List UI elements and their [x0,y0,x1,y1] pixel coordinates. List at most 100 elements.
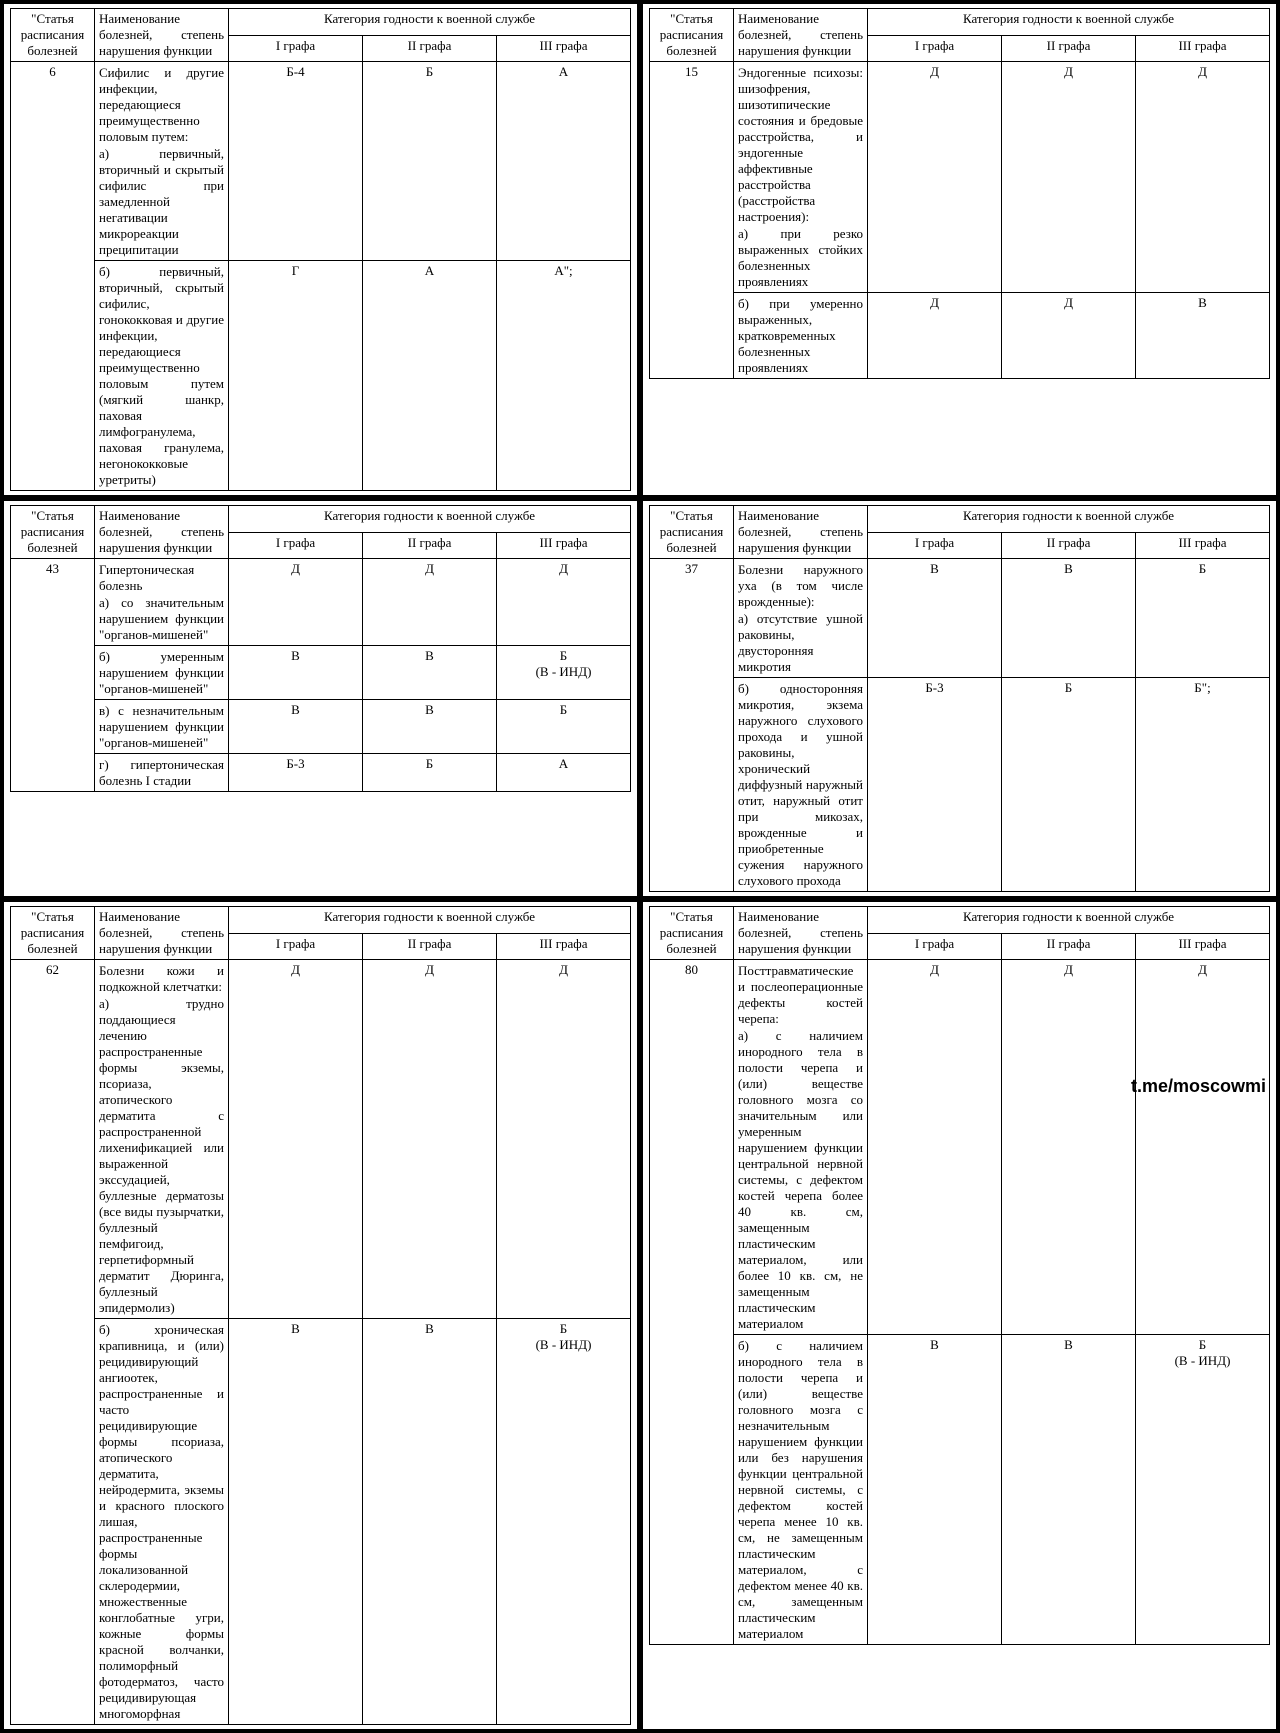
header-category: Категория годности к военной службе [868,506,1270,533]
subitem-text: б) хроническая крапивница, и (или) рецид… [99,1322,224,1722]
disease-description: б) умеренным нарушением функции "органов… [95,646,229,700]
disease-description: Гипертоническая болезньа) со значительны… [95,559,229,646]
subitem-text: а) отсутствие ушной раковины, двусторонн… [738,611,863,675]
table-row: б) хроническая крапивница, и (или) рецид… [11,1319,631,1725]
disease-description: Болезни кожи и подкожной клетчатки:а) тр… [95,960,229,1319]
table-row: 62Болезни кожи и подкожной клетчатки:а) … [11,960,631,1319]
intro-text: Болезни наружного уха (в том числе врожд… [738,562,863,610]
intro-text: Сифилис и другие инфекции, передающиеся … [99,65,224,145]
grade-cell: В [229,700,363,754]
header-g3: III графа [1136,532,1270,559]
intro-text: Гипертоническая болезнь [99,562,224,594]
header-category: Категория годности к военной службе [229,506,631,533]
disease-table: "Статья расписания болезнейНаименование … [10,906,631,1725]
header-article: "Статья расписания болезней [11,9,95,62]
header-name: Наименование болезней, степень нарушения… [95,9,229,62]
grade-cell: Д [497,559,631,646]
header-category: Категория годности к военной службе [868,907,1270,934]
table-row: б) умеренным нарушением функции "органов… [11,646,631,700]
table-row: 6Сифилис и другие инфекции, передающиеся… [11,62,631,261]
grade-cell: В [1136,293,1270,379]
header-g1: I графа [868,532,1002,559]
header-article: "Статья расписания болезней [650,506,734,559]
grade-cell: А [497,754,631,792]
table-row: б) односторонняя микротия, экзема наружн… [650,678,1270,892]
header-g3: III графа [497,35,631,62]
grade-cell: А [363,261,497,491]
header-g3: III графа [1136,35,1270,62]
table-row: г) гипертоническая болезнь I стадииБ-3БА [11,754,631,792]
grade-cell: Б (В - ИНД) [497,646,631,700]
table-row: б) первичный, вторичный, скрытый сифилис… [11,261,631,491]
table-panel: "Статья расписания болезнейНаименование … [643,4,1276,495]
table-panel: "Статья расписания болезнейНаименование … [4,501,637,896]
disease-description: б) односторонняя микротия, экзема наружн… [734,678,868,892]
header-article: "Статья расписания болезней [11,907,95,960]
article-number: 6 [11,62,95,491]
grade-cell: Д [868,293,1002,379]
table-row: 80Посттравматические и послеоперационные… [650,960,1270,1335]
header-g1: I графа [868,35,1002,62]
header-g2: II графа [1002,532,1136,559]
grade-cell: В [363,1319,497,1725]
table-panel: "Статья расписания болезнейНаименование … [4,902,637,1729]
subitem-text: б) умеренным нарушением функции "органов… [99,649,224,697]
grade-cell: Д [229,960,363,1319]
grade-cell: Д [497,960,631,1319]
grade-cell: Д [1002,62,1136,293]
grade-cell: Г [229,261,363,491]
grade-cell: В [363,646,497,700]
header-name: Наименование болезней, степень нарушения… [734,9,868,62]
subitem-text: г) гипертоническая болезнь I стадии [99,757,224,789]
disease-description: б) хроническая крапивница, и (или) рецид… [95,1319,229,1725]
header-category: Категория годности к военной службе [229,9,631,36]
grade-cell: Д [868,960,1002,1335]
grade-cell: В [229,646,363,700]
header-g2: II графа [363,35,497,62]
header-g1: I графа [229,933,363,960]
grade-cell: Б [497,700,631,754]
grade-cell: Д [868,62,1002,293]
table-row: 43Гипертоническая болезньа) со значитель… [11,559,631,646]
grade-cell: Д [1136,62,1270,293]
article-number: 62 [11,960,95,1725]
disease-table: "Статья расписания болезнейНаименование … [649,505,1270,892]
subitem-text: а) при резко выраженных стойких болезнен… [738,226,863,290]
disease-table: "Статья расписания болезнейНаименование … [10,8,631,491]
header-g2: II графа [363,933,497,960]
table-panel: "Статья расписания болезнейНаименование … [643,501,1276,896]
subitem-text: а) с наличием инородного тела в полости … [738,1028,863,1332]
grade-cell: Б [363,62,497,261]
header-category: Категория годности к военной службе [868,9,1270,36]
disease-description: Посттравматические и послеоперационные д… [734,960,868,1335]
panels-grid: "Статья расписания болезнейНаименование … [4,4,1276,1729]
table-row: б) при умеренно выраженных, кратковремен… [650,293,1270,379]
subitem-text: а) трудно поддающиеся лечению распростра… [99,996,224,1316]
header-category: Категория годности к военной службе [229,907,631,934]
grade-cell: Б-3 [229,754,363,792]
header-g1: I графа [229,532,363,559]
header-g1: I графа [868,933,1002,960]
subitem-text: б) при умеренно выраженных, кратковремен… [738,296,863,376]
disease-description: Эндогенные психозы: шизофрения, шизотипи… [734,62,868,293]
table-panel: "Статья расписания болезнейНаименование … [4,4,637,495]
grade-cell: В [868,1335,1002,1645]
disease-table: "Статья расписания болезнейНаименование … [649,906,1270,1645]
grade-cell: В [1002,1335,1136,1645]
subitem-text: б) односторонняя микротия, экзема наружн… [738,681,863,889]
header-article: "Статья расписания болезней [650,907,734,960]
grade-cell: Б (В - ИНД) [1136,1335,1270,1645]
grade-cell: Д [363,559,497,646]
grade-cell: Д [363,960,497,1319]
header-name: Наименование болезней, степень нарушения… [95,907,229,960]
grade-cell: Б-3 [868,678,1002,892]
table-row: в) с незначительным нарушением функции "… [11,700,631,754]
intro-text: Эндогенные психозы: шизофрения, шизотипи… [738,65,863,225]
header-article: "Статья расписания болезней [650,9,734,62]
watermark: t.me/moscowmi [1131,1076,1266,1097]
header-name: Наименование болезней, степень нарушения… [95,506,229,559]
grade-cell: Д [1002,960,1136,1335]
grade-cell: А"; [497,261,631,491]
subitem-text: б) с наличием инородного тела в полости … [738,1338,863,1642]
disease-table: "Статья расписания болезнейНаименование … [649,8,1270,379]
